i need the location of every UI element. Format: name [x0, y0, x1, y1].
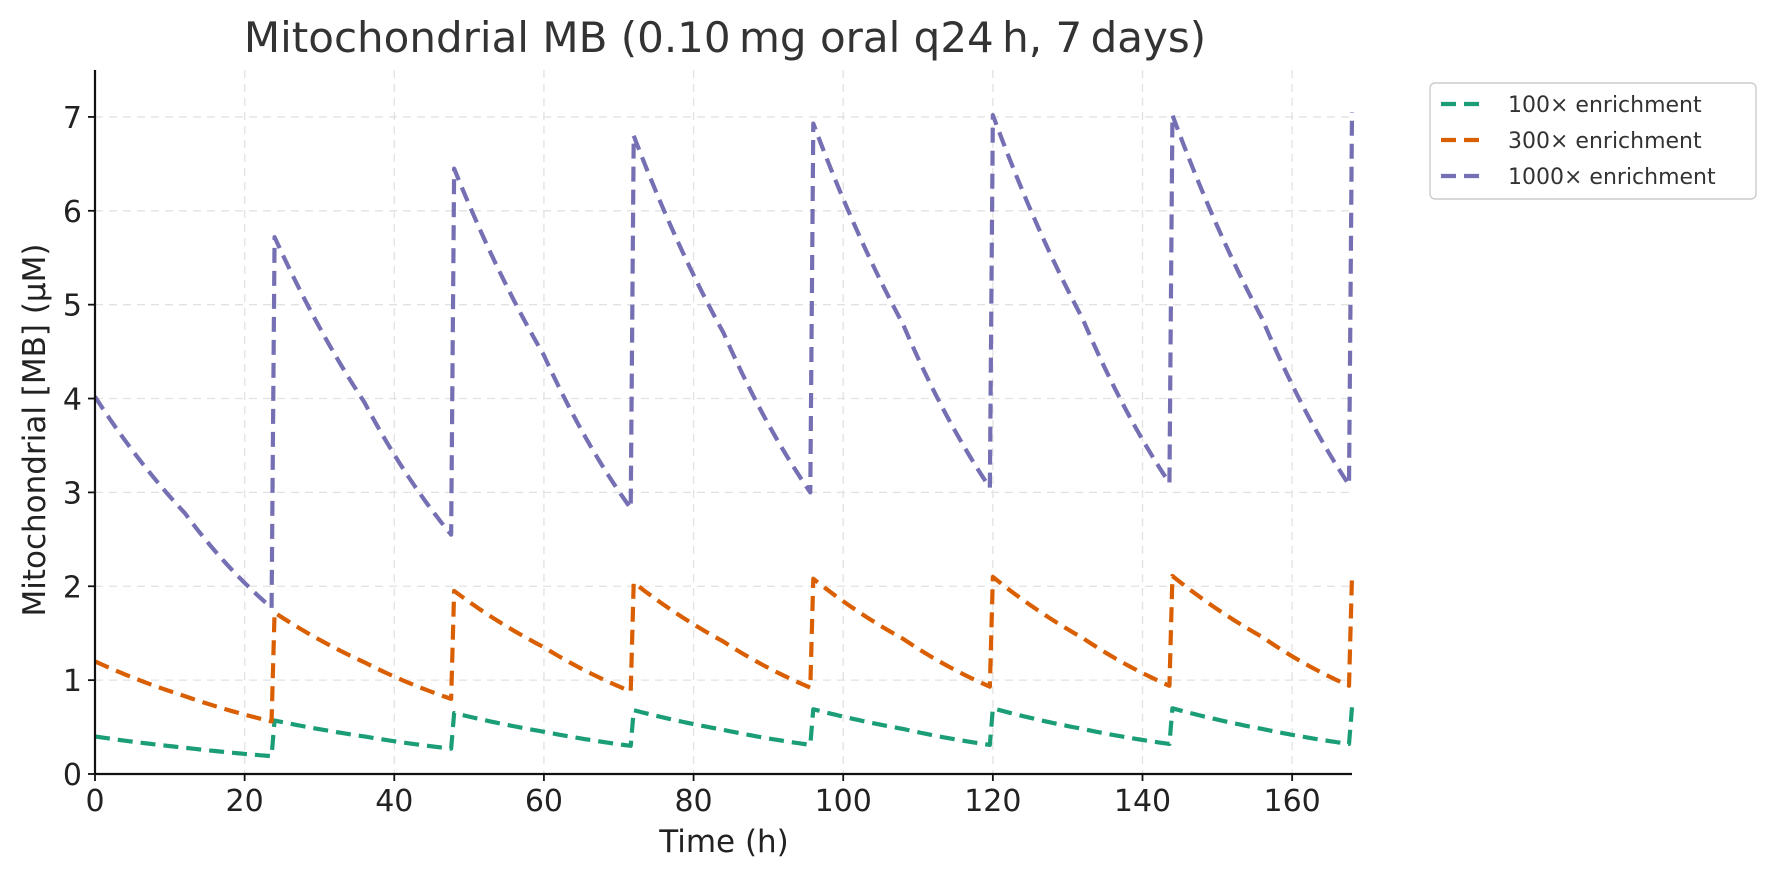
x-tick-label: 40 — [375, 784, 413, 819]
x-axis-label: Time (h) — [658, 824, 789, 860]
series-line-1000-enrichment — [93, 112, 1355, 610]
x-tick-label: 80 — [674, 784, 712, 819]
x-tick-label: 100 — [815, 784, 872, 819]
x-tick-label: 0 — [85, 784, 104, 819]
y-tick-label: 0 — [63, 758, 82, 793]
legend-label: 1000× enrichment — [1508, 165, 1716, 190]
y-tick-label: 4 — [63, 383, 82, 418]
axes: 0 20 40 60 80 100 120 140 160 0 1 2 3 4 5 6 7 — [63, 70, 1352, 819]
x-tick-label: 120 — [964, 784, 1021, 819]
legend-label: 300× enrichment — [1508, 129, 1702, 154]
chart-title: Mitochondrial MB (0.10 mg oral q24 h, 7 … — [244, 13, 1206, 62]
legend: 100× enrichment 300× enrichment 1000× enri… — [1429, 82, 1757, 200]
y-axis-label: Mitochondrial [MB] (μM) — [17, 244, 53, 617]
y-tick-label: 1 — [63, 664, 82, 699]
y-tick-label: 7 — [63, 101, 82, 136]
y-tick-label: 3 — [63, 476, 82, 511]
grid — [94, 70, 1352, 775]
y-tick-label: 2 — [63, 570, 82, 605]
series-group — [93, 112, 1355, 759]
legend-label: 100× enrichment — [1508, 93, 1702, 118]
y-tick-label: 5 — [63, 289, 82, 324]
x-tick-label: 20 — [226, 784, 264, 819]
series-line-300-enrichment — [94, 573, 1355, 724]
x-tick-label: 140 — [1114, 784, 1171, 819]
x-tick-label: 60 — [525, 784, 563, 819]
y-tick-label: 6 — [63, 195, 82, 230]
x-tick-label: 160 — [1264, 784, 1321, 819]
series-line-100-enrichment — [94, 706, 1355, 759]
legend-box — [1429, 82, 1757, 200]
